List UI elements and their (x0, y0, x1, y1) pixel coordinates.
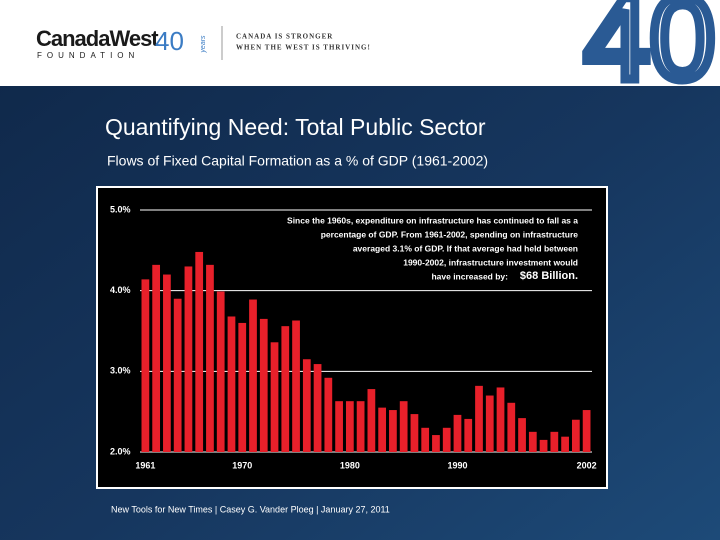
x-tick-label: 1961 (135, 460, 155, 470)
bar (464, 418, 473, 452)
tagline-line: WHEN THE WEST IS THRIVING! (236, 44, 371, 52)
bar (485, 395, 494, 452)
bar (195, 251, 204, 452)
bar (550, 431, 559, 452)
annotation-emphasis: $68 Billion. (520, 270, 578, 282)
bar (421, 427, 430, 452)
plot: 2.0% 3.0% 4.0% 5.0% 1961 1970 1980 1990 2002 Sinc… (110, 204, 597, 470)
bar (539, 439, 548, 452)
bar (442, 427, 451, 452)
bar (173, 298, 182, 452)
bar (507, 402, 516, 452)
y-tick-label: 3.0% (110, 366, 131, 376)
bar (356, 401, 365, 452)
bar (292, 320, 300, 452)
bar (528, 431, 537, 452)
header-band (0, 0, 720, 86)
x-tick-label: 1970 (232, 460, 252, 470)
annotation-line: averaged 3.1% of GDP. If that average ha… (353, 243, 578, 253)
bar (335, 401, 343, 452)
y-tick-label: 2.0% (110, 446, 131, 456)
bar (141, 279, 150, 452)
slide-title: Quantifying Need: Total Public Sector (105, 114, 486, 140)
bar (270, 342, 279, 452)
annotation-line: 1990-2002, infrastructure investment wou… (403, 257, 578, 267)
bar (281, 326, 290, 452)
bar (216, 291, 225, 452)
bar (410, 414, 419, 452)
bar (432, 435, 440, 452)
bar (163, 274, 171, 452)
annotation-line: percentage of GDP. From 1961-2002, spend… (321, 229, 579, 239)
bar (561, 436, 569, 452)
bar (582, 410, 591, 452)
annotation-line: have increased by: (431, 271, 508, 281)
bar (152, 264, 161, 452)
bar (475, 385, 483, 452)
slide-subtitle: Flows of Fixed Capital Formation as a % … (107, 153, 488, 169)
x-tick-label: 2002 (577, 460, 597, 470)
bar (302, 359, 311, 452)
bar (259, 318, 268, 452)
bar (324, 377, 333, 452)
annotation-line: Since the 1960s, expenditure on infrastr… (287, 215, 578, 225)
logo-name: CanadaWest (36, 26, 159, 51)
bar (227, 316, 236, 452)
y-tick-label: 4.0% (110, 285, 131, 295)
logo-years: 40 (155, 26, 184, 56)
x-tick-label: 1980 (340, 460, 360, 470)
bar (367, 389, 376, 452)
bar (345, 401, 354, 452)
bar (238, 322, 247, 452)
bar (453, 414, 462, 452)
bar (496, 387, 505, 452)
x-tick-label: 1990 (447, 460, 467, 470)
logo-years-word: years (200, 35, 207, 54)
tagline-line: CANADA IS STRONGER (236, 33, 333, 41)
bar (399, 401, 408, 452)
bar (518, 418, 526, 452)
bar (571, 419, 580, 452)
bar (206, 264, 214, 452)
big-mark: 40 (584, 0, 715, 105)
footer: New Tools for New Times | Casey G. Vande… (111, 504, 390, 514)
y-tick-label: 5.0% (110, 204, 131, 214)
bar (378, 407, 387, 452)
bar (389, 410, 397, 452)
bar (249, 299, 257, 452)
bar (184, 266, 193, 452)
logo-sub: FOUNDATION (37, 51, 139, 60)
bar (313, 364, 322, 452)
